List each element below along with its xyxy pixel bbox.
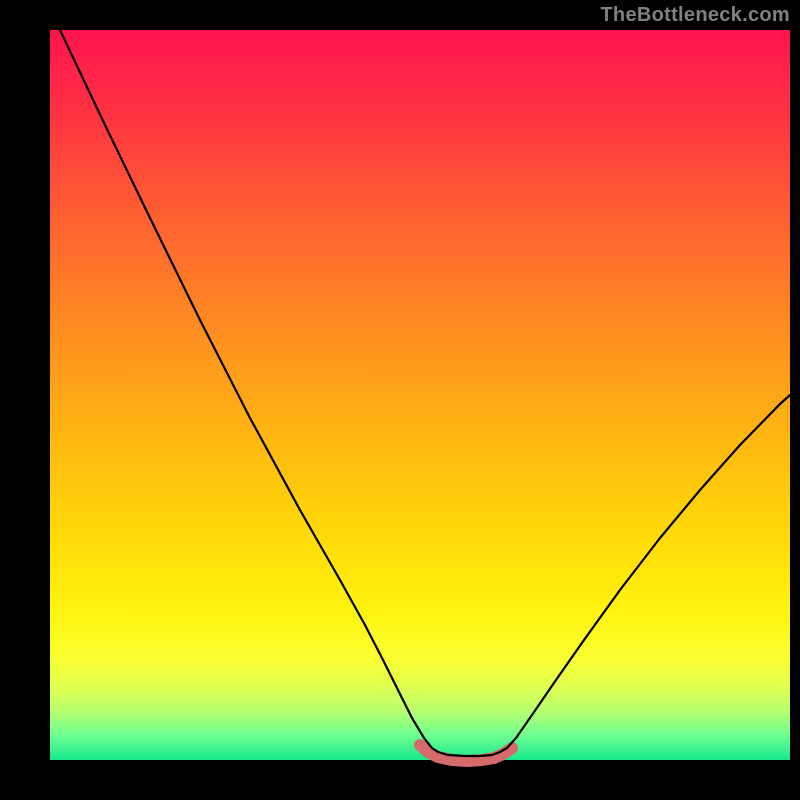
watermark-text: TheBottleneck.com bbox=[600, 4, 790, 27]
bottleneck-v-chart bbox=[0, 0, 800, 800]
plot-gradient-rect bbox=[50, 30, 790, 760]
chart-stage: TheBottleneck.com bbox=[0, 0, 800, 800]
